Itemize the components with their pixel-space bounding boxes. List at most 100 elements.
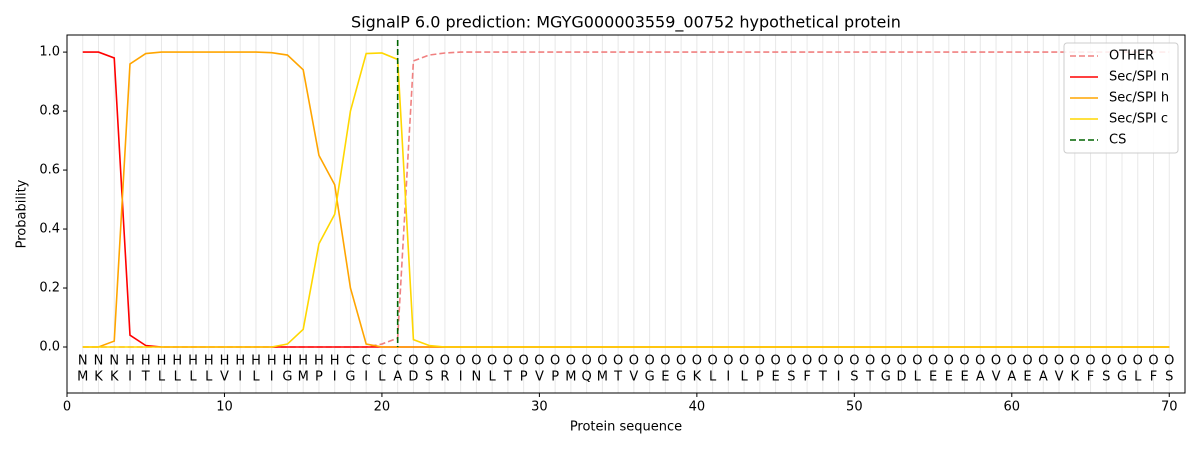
region-label: O — [440, 354, 450, 369]
y-tick-label: 0.4 — [39, 222, 60, 237]
region-label: O — [1101, 354, 1111, 369]
region-label: O — [534, 354, 544, 369]
region-label: O — [1038, 354, 1048, 369]
residue: I — [333, 370, 337, 385]
residue: L — [205, 370, 213, 385]
x-tick-label: 40 — [689, 400, 706, 415]
legend-label: OTHER — [1109, 49, 1154, 64]
residue: L — [378, 370, 386, 385]
residue: L — [914, 370, 922, 385]
region-label: O — [503, 354, 513, 369]
residue: G — [282, 370, 292, 385]
region-label: O — [1022, 354, 1032, 369]
residue: T — [613, 370, 622, 385]
region-label: O — [1133, 354, 1143, 369]
y-tick-label: 1.0 — [39, 45, 60, 60]
residue: S — [787, 370, 795, 385]
residue: K — [693, 370, 702, 385]
region-label: O — [424, 354, 434, 369]
residue: F — [803, 370, 810, 385]
residue: T — [818, 370, 827, 385]
region-label: O — [1070, 354, 1080, 369]
x-axis-label: Protein sequence — [570, 420, 682, 435]
x-tick-label: 60 — [1004, 400, 1021, 415]
residue: A — [393, 370, 402, 385]
x-tick-label: 30 — [531, 400, 548, 415]
region-label: H — [172, 354, 182, 369]
region-label: H — [283, 354, 293, 369]
residue: E — [771, 370, 779, 385]
legend-box — [1063, 42, 1179, 154]
residue: P — [551, 370, 559, 385]
region-label: O — [519, 354, 529, 369]
residue: D — [408, 370, 418, 385]
region-label: O — [566, 354, 576, 369]
residue: L — [709, 370, 717, 385]
region-label: O — [1085, 354, 1095, 369]
x-tick-label: 0 — [63, 400, 71, 415]
residue: I — [726, 370, 730, 385]
region-label: O — [975, 354, 985, 369]
y-axis-label: Probability — [15, 179, 30, 248]
legend-label: Sec/SPI n — [1109, 70, 1169, 85]
region-label: O — [865, 354, 875, 369]
residue: S — [425, 370, 433, 385]
residue: G — [881, 370, 891, 385]
x-tick-label: 10 — [216, 400, 233, 415]
region-label: O — [912, 354, 922, 369]
legend-label: CS — [1109, 133, 1126, 148]
residue: L — [489, 370, 497, 385]
residue: V — [220, 370, 229, 385]
residue: E — [1023, 370, 1031, 385]
residue: E — [945, 370, 953, 385]
series-line — [82, 52, 1170, 348]
y-tick-label: 0.2 — [39, 281, 60, 296]
residue: E — [929, 370, 937, 385]
residue: G — [645, 370, 655, 385]
region-label: O — [676, 354, 686, 369]
region-label: C — [346, 354, 355, 369]
residue: I — [364, 370, 368, 385]
region-label: O — [881, 354, 891, 369]
region-label: O — [1117, 354, 1127, 369]
y-tick-label: 0.6 — [39, 163, 60, 178]
region-label: O — [802, 354, 812, 369]
chart-title: SignalP 6.0 prediction: MGYG000003559_00… — [351, 13, 901, 33]
residue: P — [756, 370, 764, 385]
region-label: O — [582, 354, 592, 369]
region-label: O — [928, 354, 938, 369]
residue: A — [976, 370, 985, 385]
region-label: H — [251, 354, 261, 369]
residue: I — [238, 370, 242, 385]
region-label: O — [645, 354, 655, 369]
residue: L — [1134, 370, 1142, 385]
region-label: O — [1007, 354, 1017, 369]
region-label: O — [896, 354, 906, 369]
residue: V — [629, 370, 638, 385]
residue: T — [865, 370, 874, 385]
region-label: O — [487, 354, 497, 369]
residue: V — [1055, 370, 1064, 385]
region-label: N — [94, 354, 104, 369]
residue: P — [520, 370, 528, 385]
region-label: H — [220, 354, 230, 369]
region-label: H — [204, 354, 214, 369]
region-label: O — [1164, 354, 1174, 369]
residue: V — [535, 370, 544, 385]
series-line — [82, 51, 1170, 348]
region-label: H — [235, 354, 245, 369]
residue: G — [345, 370, 355, 385]
x-tick-label: 50 — [846, 400, 863, 415]
region-label: O — [739, 354, 749, 369]
residue: T — [141, 370, 150, 385]
residue: I — [459, 370, 463, 385]
residue: M — [77, 370, 88, 385]
residue: L — [174, 370, 182, 385]
region-label: O — [944, 354, 954, 369]
residue: M — [597, 370, 608, 385]
region-label: O — [456, 354, 466, 369]
region-label: H — [298, 354, 308, 369]
plot-frame — [66, 34, 1186, 394]
region-label: O — [1054, 354, 1064, 369]
